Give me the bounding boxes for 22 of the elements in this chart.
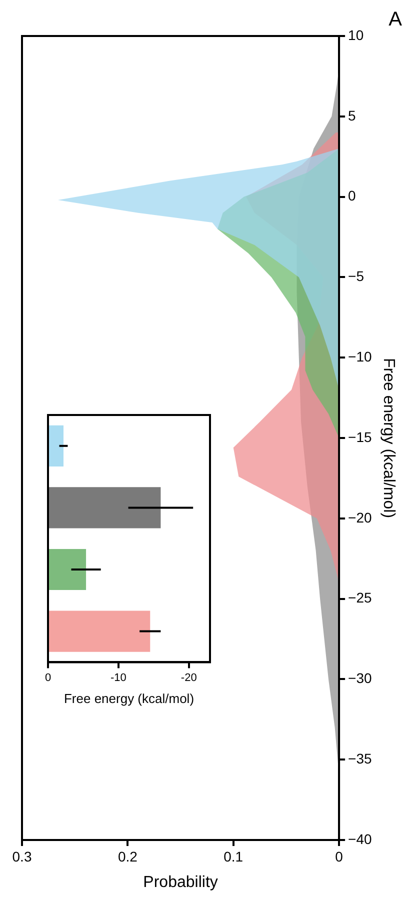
x-tick-label: 0.2: [118, 848, 138, 864]
y-tick-label: −25: [348, 590, 372, 606]
y-tick-label: 0: [348, 188, 356, 204]
text: A: [388, 8, 403, 31]
y-tick-label: 5: [348, 107, 356, 124]
y-axis-title: Free energy (kcal/mol): [380, 358, 397, 518]
x-axis-title: Probability: [143, 874, 218, 891]
y-tick-label: −5: [348, 268, 364, 284]
x-tick-label: 0: [335, 848, 344, 864]
x-tick-label: -10: [110, 672, 126, 684]
y-tick-label: −40: [348, 830, 372, 847]
y-tick-label: −10: [348, 348, 372, 364]
x-tick-label: 0: [44, 672, 52, 684]
x-tick-label: 0.3: [12, 848, 32, 864]
y-tick-label: −20: [348, 509, 372, 526]
x-tick-label: 0.1: [224, 848, 244, 864]
y-tick-label: −30: [348, 670, 372, 686]
x-tick-label: -20: [180, 672, 197, 684]
y-tick-label: −35: [348, 750, 372, 766]
y-tick-label: −15: [348, 428, 372, 445]
y-tick-label: 10: [348, 26, 364, 43]
x-axis-title: Free energy (kcal/mol): [64, 690, 194, 706]
